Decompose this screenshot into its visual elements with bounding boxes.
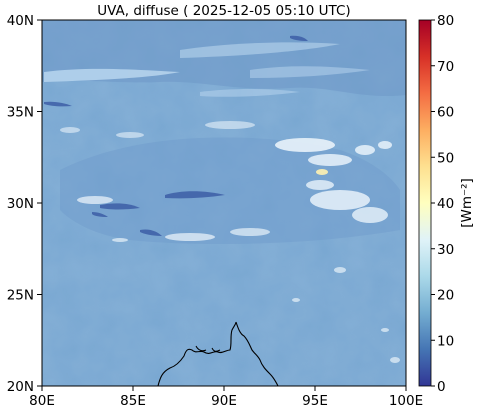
lat-label-30n: 30N [7, 196, 34, 212]
lon-label-100e: 100E [389, 393, 423, 409]
lat-label-20n: 20N [7, 379, 34, 395]
high-value-spot [316, 169, 328, 175]
colorbar-tick-50: 50 [437, 150, 454, 166]
colorbar-tick-60: 60 [437, 105, 454, 121]
lat-label-40n: 40N [7, 13, 34, 29]
lon-label-85e: 85E [120, 393, 146, 409]
lon-label-80e: 80E [29, 393, 55, 409]
colorbar-tick-40: 40 [437, 196, 454, 212]
colorbar-tick-20: 20 [437, 288, 454, 304]
lat-label-35n: 35N [7, 105, 34, 121]
colorbar-ticks [431, 19, 435, 387]
colorbar-gradient [418, 19, 432, 387]
colorbar: 0 10 20 30 40 50 60 70 80 [Wm⁻²] [418, 13, 475, 395]
colorbar-tick-0: 0 [437, 379, 446, 395]
longitude-axis: 80E 85E 90E 95E 100E [29, 386, 423, 409]
colorbar-tick-70: 70 [437, 59, 454, 75]
colorbar-tick-10: 10 [437, 333, 454, 349]
lat-label-25n: 25N [7, 288, 34, 304]
lon-label-95e: 95E [302, 393, 328, 409]
cloud-clusters [60, 121, 400, 363]
latitude-axis: 40N 35N 30N 25N 20N [7, 13, 42, 395]
colorbar-tick-30: 30 [437, 242, 454, 258]
map-title: UVA, diffuse ( 2025-12-05 05:10 UTC) [97, 3, 350, 19]
map-panel [42, 20, 406, 386]
coastline [157, 321, 279, 386]
colorbar-tick-80: 80 [437, 13, 454, 29]
cloud-streaks-north [44, 42, 370, 97]
coastline-islands [195, 345, 221, 352]
colorbar-label: [Wm⁻²] [459, 178, 475, 228]
lon-label-90e: 90E [211, 393, 237, 409]
low-value-streaks [44, 35, 308, 236]
